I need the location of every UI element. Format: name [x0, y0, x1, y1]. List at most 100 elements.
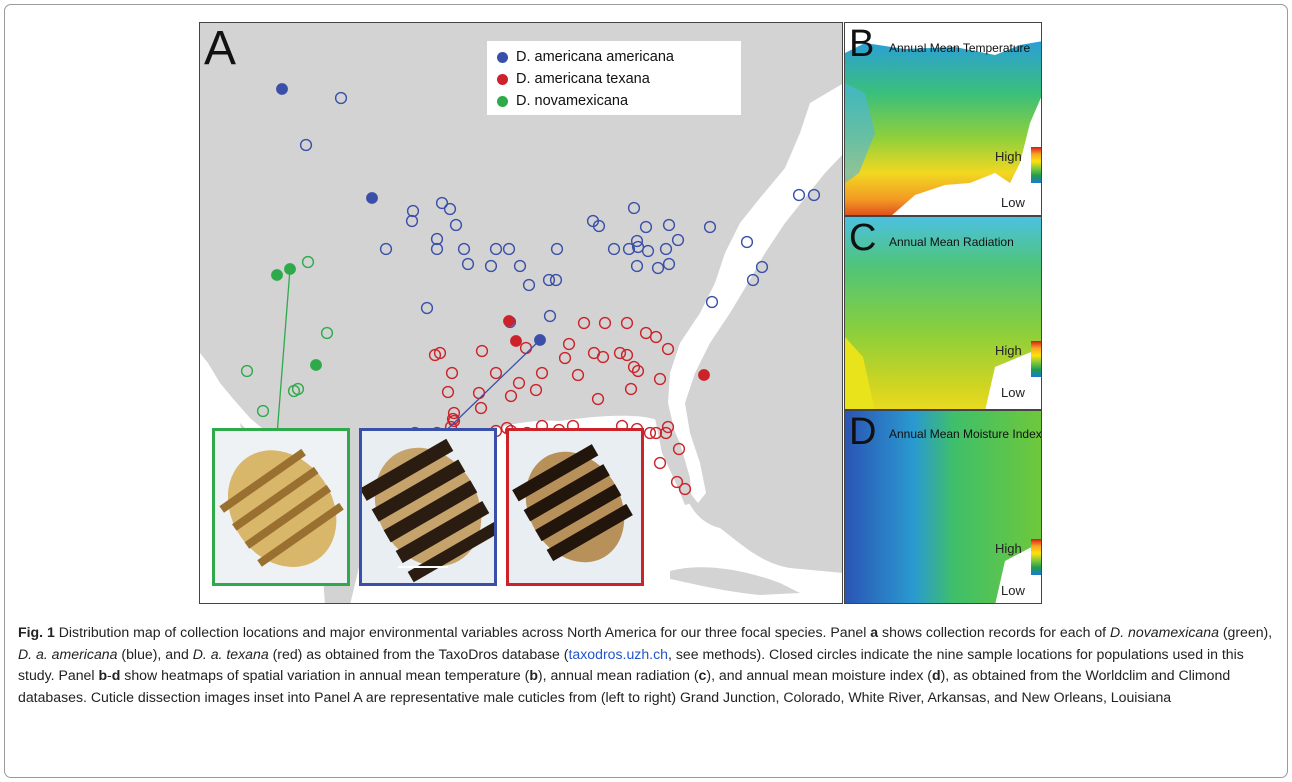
caption-text: , see methods). Closed circles indicate … [18, 645, 1244, 684]
panel-c-low-label: Low [1001, 385, 1025, 400]
americana-record-point [334, 91, 348, 105]
texana-record-point [620, 316, 634, 330]
texana-record-point [441, 385, 455, 399]
caption-text: ), and annual mean moisture index ( [706, 667, 932, 683]
texana-record-point [678, 482, 692, 496]
panel-b-title: Annual Mean Temperature [889, 41, 1031, 55]
americana-record-point [755, 260, 769, 274]
texana-record-point [670, 475, 684, 489]
texana-record-point [661, 420, 675, 434]
panel-c-high-label: High [995, 343, 1022, 358]
texana-record-point [535, 366, 549, 380]
caption-panel-ref: b [529, 667, 538, 683]
texana-sample-point [698, 369, 710, 381]
novamexicana-sample-point [310, 359, 322, 371]
panel-b-low-label: Low [1001, 195, 1025, 210]
novamexicana-record-point [240, 364, 254, 378]
cuticle-image-darkest [512, 444, 633, 563]
texana-record-point [627, 360, 641, 374]
americana-record-point [641, 244, 655, 258]
americana-record-point [659, 242, 673, 256]
caption-panel-ref: a [870, 624, 879, 640]
americana-record-point [461, 257, 475, 271]
panel-d-low-label: Low [1001, 583, 1025, 598]
legend-dot-texana [497, 73, 508, 85]
texana-record-point [624, 382, 638, 396]
panel-d-moisture: D Annual Mean Moisture Index High Low [844, 410, 1042, 604]
texana-record-point [661, 342, 675, 356]
map-legend: D. americana americana D. americana texa… [487, 41, 741, 115]
texana-record-point [643, 426, 657, 440]
americana-record-point [522, 278, 536, 292]
americana-record-point [484, 259, 498, 273]
americana-record-point [406, 204, 420, 218]
caption-panel-ref: b [98, 667, 108, 683]
americana-record-point [502, 242, 516, 256]
caption-text: ), as obtained from the Worldclim and Cl… [18, 667, 1231, 705]
atlantic-ocean [668, 84, 842, 503]
texana-record-point [653, 372, 667, 386]
americana-record-point [379, 242, 393, 256]
texana-record-point [474, 401, 488, 415]
texana-record-point [639, 326, 653, 340]
caption-species: D. a. texana [192, 645, 269, 662]
americana-record-point [607, 242, 621, 256]
americana-record-point [550, 242, 564, 256]
texana-record-point [562, 337, 576, 351]
americana-record-point [662, 257, 676, 271]
texana-record-point [659, 426, 673, 440]
americana-record-point [543, 309, 557, 323]
texana-record-point [558, 351, 572, 365]
panel-d-title: Annual Mean Moisture Index [889, 427, 1042, 441]
americana-record-point [457, 242, 471, 256]
novamexicana-record-point [320, 326, 334, 340]
americana-record-point [489, 242, 503, 256]
texana-record-point [649, 426, 663, 440]
caption-species: D. novamexicana [1110, 624, 1219, 640]
texana-record-point [445, 366, 459, 380]
cuticle-inset-new-orleans [506, 428, 644, 586]
figure-1: A D. americana americana D. americana te… [199, 0, 1279, 604]
novamexicana-sample-point [271, 269, 283, 281]
texana-record-point [447, 406, 461, 420]
legend-dot-americana [497, 51, 508, 63]
caption-panel-ref: c [698, 667, 707, 683]
texana-record-point [672, 442, 686, 456]
texana-record-point [472, 386, 486, 400]
americana-sample-point [366, 192, 378, 204]
novamexicana-record-point [291, 382, 305, 396]
caption-text: show heatmaps of spatial variation in an… [120, 667, 530, 683]
americana-record-point [513, 259, 527, 273]
legend-dot-novamexicana [497, 95, 508, 107]
texana-record-point [620, 348, 634, 362]
americana-record-point [662, 218, 676, 232]
caption-panel-ref: d [111, 667, 121, 683]
americana-record-point [592, 219, 606, 233]
texana-record-point [519, 341, 533, 355]
americana-record-point [299, 138, 313, 152]
caption-fig-label: Fig. 1 [18, 624, 55, 640]
texana-record-point [596, 350, 610, 364]
americana-sample-point [276, 83, 288, 95]
taxodros-link[interactable]: taxodros.uzh.ch [568, 645, 668, 662]
panel-c-title: Annual Mean Radiation [889, 235, 1014, 249]
novamexicana-inset-connector [275, 268, 291, 449]
moisture-heatmap [845, 411, 1041, 603]
inset-connector-lines [275, 268, 573, 449]
americana-record-point [705, 295, 719, 309]
panel-c-color-scale [1031, 341, 1041, 377]
texana-record-point [653, 456, 667, 470]
panel-b-color-scale [1031, 147, 1041, 183]
americana-record-point [792, 188, 806, 202]
panel-b-letter: B [849, 23, 875, 65]
americana-record-point [443, 202, 457, 216]
texana-record-point [529, 383, 543, 397]
americana-record-point [449, 218, 463, 232]
radiation-heatmap [845, 217, 1041, 409]
texana-record-point [475, 344, 489, 358]
texana-record-point [489, 366, 503, 380]
caption-panel-ref: d [932, 667, 941, 683]
legend-item-texana: D. americana texana [497, 69, 650, 89]
texana-record-point [571, 368, 585, 382]
caption-text: (blue), and [117, 645, 193, 662]
